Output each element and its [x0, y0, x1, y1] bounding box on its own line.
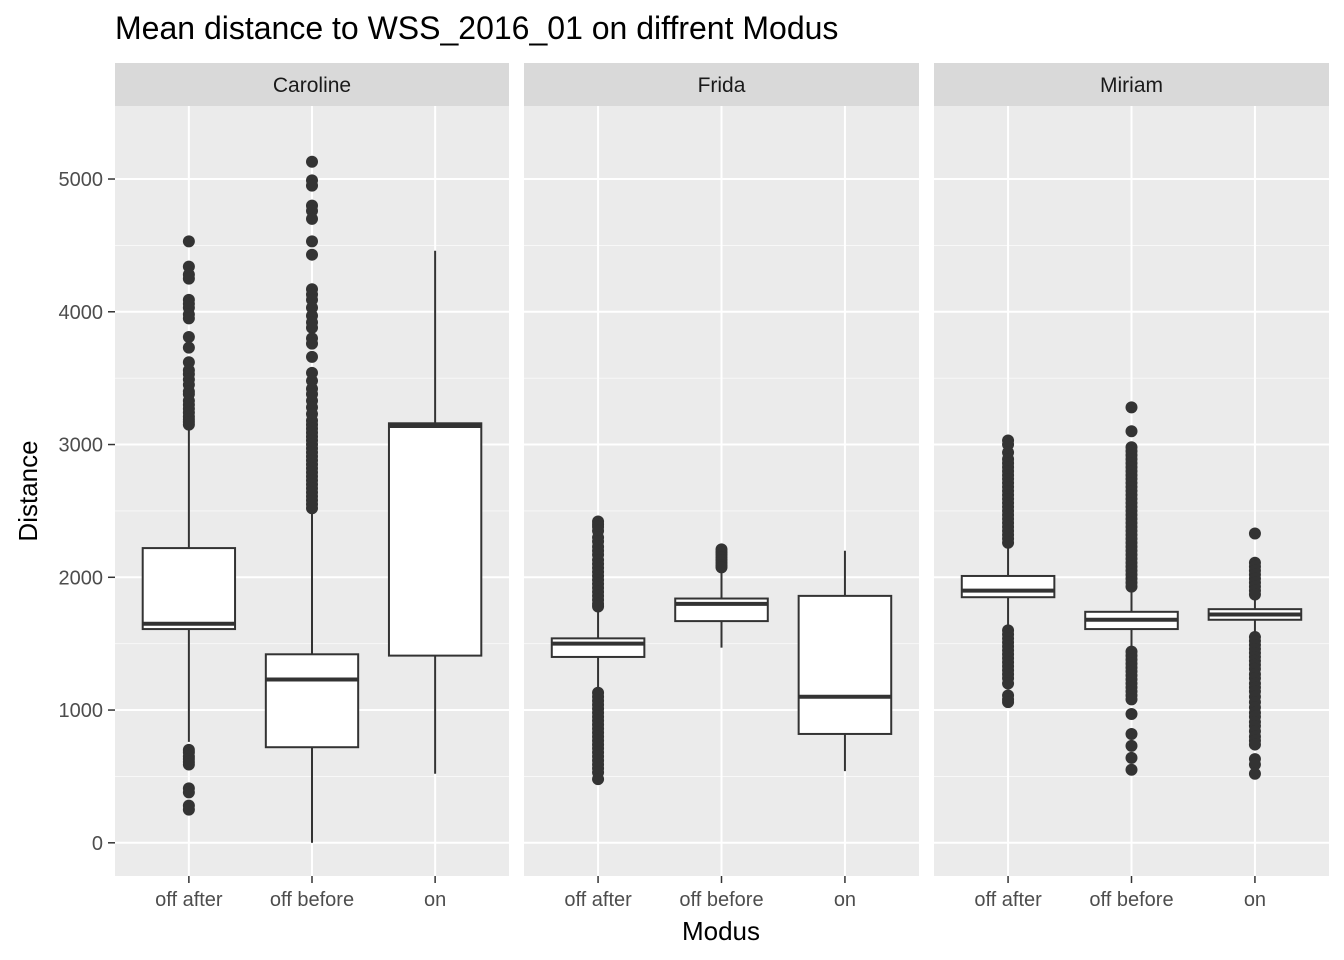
x-tick-label: off before [1089, 889, 1173, 911]
outlier-point [182, 235, 195, 248]
x-tick-label: off after [564, 889, 632, 911]
y-tick-label: 1000 [59, 700, 104, 722]
outlier-point [1125, 580, 1138, 593]
outlier-point [1002, 536, 1015, 549]
outlier-point [306, 502, 318, 515]
y-tick-label: 2000 [59, 567, 104, 589]
outlier-point [306, 248, 318, 261]
outlier-point [306, 337, 318, 350]
outlier-point [1125, 708, 1138, 721]
box-on [387, 250, 483, 774]
outlier-point [306, 212, 318, 225]
facet-strip [934, 63, 1329, 106]
box-off-before [264, 155, 360, 843]
x-tick-label: off before [270, 889, 354, 911]
x-tick-label: off after [974, 889, 1042, 911]
x-tick-label: on [834, 889, 856, 911]
outlier-point [1125, 401, 1138, 414]
box-off-after [141, 235, 237, 816]
box-on [1207, 527, 1303, 780]
x-tick-label: off after [155, 889, 223, 911]
outlier-point [1125, 727, 1138, 740]
outlier-point [182, 272, 195, 285]
outlier-point [1248, 527, 1261, 540]
box-off-after [550, 515, 646, 786]
facet-strip [115, 63, 509, 106]
box-off-before [1084, 401, 1179, 776]
facet-strip-label: Miriam [1100, 74, 1163, 97]
facet-strip-label: Frida [698, 74, 746, 97]
outlier-point [182, 312, 195, 325]
y-tick-label: 4000 [59, 302, 104, 324]
outlier-point [1125, 763, 1138, 776]
outlier-point [715, 561, 728, 574]
box-off-before [674, 543, 769, 648]
facet-strip [524, 63, 919, 106]
outlier-point [182, 803, 195, 816]
facet-panel-miriam: Miriam off after off before on [934, 63, 1329, 911]
chart-title: Mean distance to WSS_2016_01 on diffrent… [115, 10, 838, 46]
box-iqr [264, 653, 360, 749]
outlier-point [1125, 693, 1138, 706]
outlier-point [1002, 696, 1015, 709]
outlier-point [306, 235, 318, 248]
outlier-point [182, 341, 195, 354]
outlier-point [306, 155, 318, 168]
box-iqr [141, 547, 237, 631]
box-on [797, 550, 893, 772]
outlier-point [306, 321, 318, 334]
outlier-point [1248, 588, 1261, 601]
outlier-point [1002, 677, 1015, 690]
y-tick-label: 0 [92, 833, 103, 855]
box-iqr [797, 594, 893, 735]
outlier-point [1248, 738, 1261, 751]
facet-panel-frida: Frida off after off before on [524, 63, 919, 911]
box-iqr [387, 422, 483, 657]
box-iqr [550, 637, 646, 658]
outlier-point [1125, 739, 1138, 752]
outlier-point [182, 758, 195, 771]
facet-strip-label: Caroline [273, 74, 351, 97]
outlier-point [1248, 758, 1261, 771]
outlier-point [306, 350, 318, 363]
y-tick-label: 5000 [59, 169, 104, 191]
outlier-point [592, 773, 605, 786]
y-tick-labels: 0 1000 2000 3000 4000 5000 [59, 169, 115, 855]
outlier-point [182, 786, 195, 799]
outlier-point [592, 600, 605, 613]
box-off-after [960, 434, 1056, 709]
outlier-point [1125, 425, 1138, 438]
facet-panels: Caroline off after off before on Frida off af… [115, 63, 1329, 911]
facet-panel-caroline: Caroline off after off before on [115, 63, 509, 911]
box-iqr [960, 574, 1056, 599]
x-tick-label: on [1244, 889, 1266, 911]
outlier-point [1125, 751, 1138, 764]
outlier-point [306, 179, 318, 192]
x-axis-label: Modus [682, 916, 760, 946]
x-tick-label: off before [679, 889, 763, 911]
outlier-point [182, 331, 195, 343]
y-axis-label: Distance [13, 440, 43, 541]
outlier-point [182, 418, 195, 431]
outlier-point [1248, 767, 1261, 780]
x-tick-label: on [424, 889, 446, 911]
y-tick-label: 3000 [59, 435, 104, 457]
